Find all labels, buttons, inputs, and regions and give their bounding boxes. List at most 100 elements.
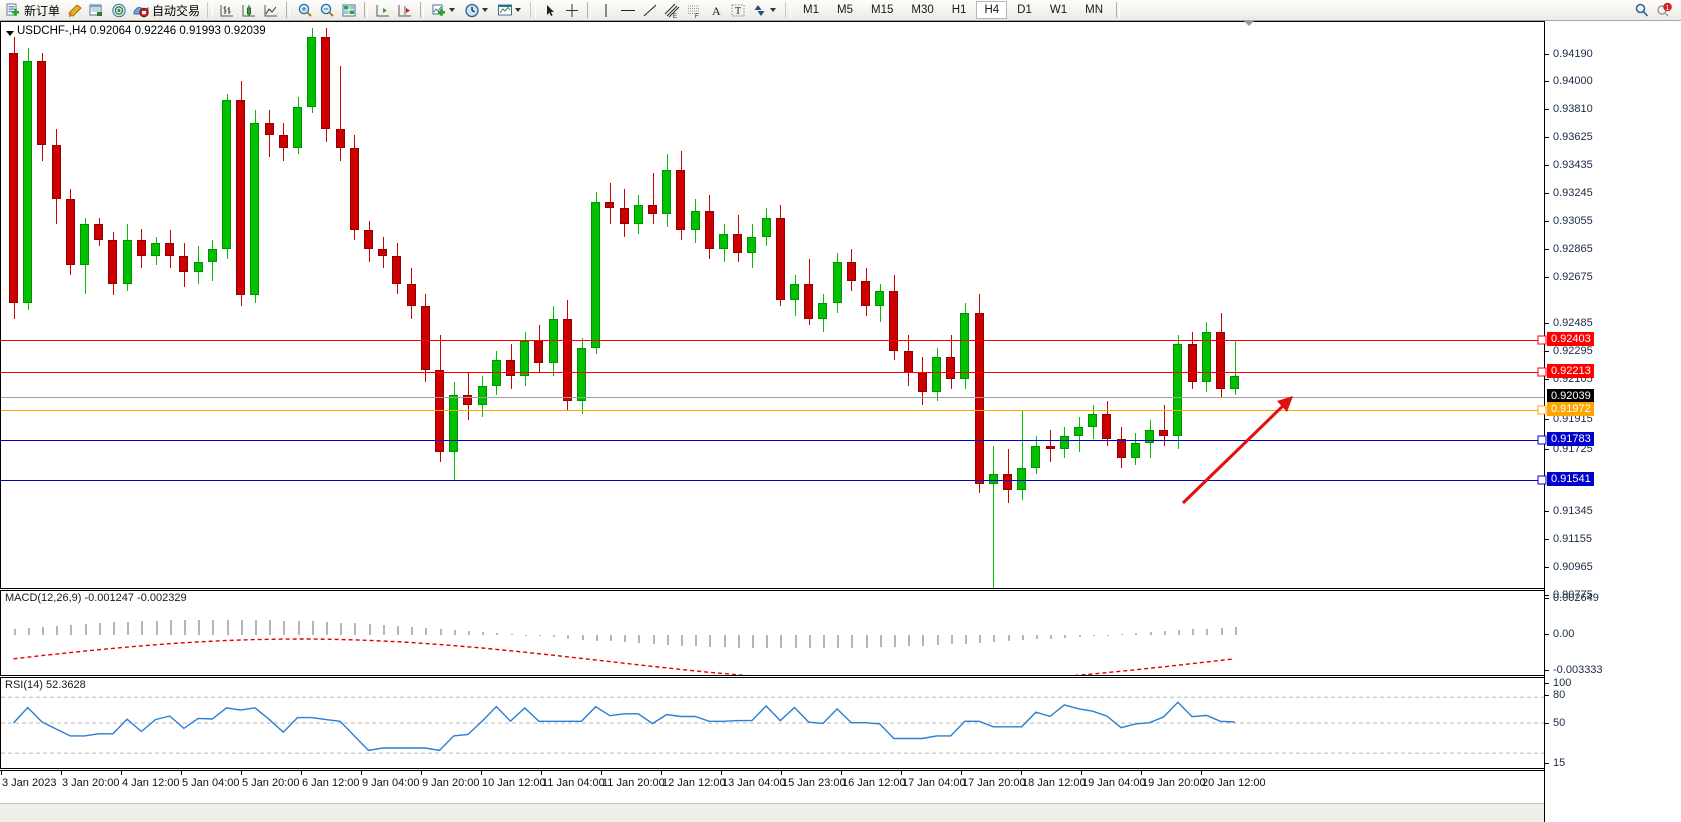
price-axis[interactable]: 0.94190 0.94000 0.93810 0.93625 0.93435 0.932… — [1544, 21, 1681, 822]
chart-canvas-area[interactable]: USDCHF-,H4 0.92064 0.92246 0.91993 0.920… — [0, 21, 1681, 822]
fibonacci-button[interactable]: F — [683, 1, 705, 20]
templates-button[interactable] — [494, 1, 527, 20]
pointer-icon — [541, 2, 559, 19]
macd-histogram-bar — [950, 635, 953, 645]
price-pane[interactable]: USDCHF-,H4 0.92064 0.92246 0.91993 0.920… — [0, 21, 1681, 589]
pivot-level-line[interactable] — [1, 410, 1544, 411]
macd-pane[interactable]: MACD(12,26,9) -0.001247 -0.002329 — [0, 590, 1681, 676]
support-level-2-line[interactable] — [1, 480, 1544, 481]
arrows-button[interactable] — [749, 1, 782, 20]
macd-histogram-bar — [368, 624, 371, 635]
alerts-button[interactable]: 1 — [1653, 1, 1675, 20]
timeframe-m1[interactable]: M1 — [803, 4, 820, 16]
timeframe-h1[interactable]: H1 — [951, 4, 967, 16]
timeframe-m30[interactable]: M30 — [911, 4, 934, 16]
support-level-1-handle[interactable] — [1537, 435, 1547, 445]
support-level-2-handle[interactable] — [1537, 475, 1547, 485]
candlestick-chart-button[interactable] — [238, 1, 260, 20]
candle-body — [1130, 442, 1140, 459]
candle-body — [165, 243, 175, 256]
price-tick: 0.90965 — [1545, 561, 1593, 573]
macd-histogram-bar — [1007, 635, 1010, 642]
resistance-level-2-handle[interactable] — [1537, 367, 1547, 377]
candle-body — [974, 312, 984, 484]
period-dropdown-arrow[interactable] — [482, 8, 489, 12]
line-chart-button[interactable] — [260, 1, 282, 20]
time-axis[interactable]: 3 Jan 2023 3 Jan 20:00 4 Jan 12:00 5 Jan 04… — [0, 770, 1544, 797]
toolbar-gripper-3[interactable] — [785, 2, 792, 18]
candle-wick — [1021, 410, 1023, 500]
candle-body — [591, 201, 601, 348]
autotrading-label: 自动交易 — [152, 3, 201, 18]
zoom-in-button[interactable] — [294, 1, 316, 20]
resistance-level-2-line[interactable] — [1, 372, 1544, 373]
svg-text:E: E — [673, 14, 677, 19]
vertical-line-button[interactable] — [595, 1, 617, 20]
toolbar-gripper-1[interactable] — [207, 2, 214, 18]
search-button[interactable] — [1631, 1, 1653, 20]
autotrading-button[interactable]: 自动交易 — [130, 1, 204, 20]
text-label-button[interactable]: A — [705, 1, 727, 20]
rsi-pane[interactable]: RSI(14) 52.3628 — [0, 677, 1681, 769]
macd-tick: -0.003333 — [1545, 664, 1603, 676]
pointer-button[interactable] — [539, 1, 561, 20]
timeframe-m15[interactable]: M15 — [871, 4, 894, 16]
pivot-level-handle[interactable] — [1537, 405, 1547, 415]
resistance-level-1-tag[interactable]: 0.92403 — [1547, 332, 1594, 346]
candle-body — [619, 208, 629, 224]
macd-histogram-bar — [1220, 627, 1223, 635]
candle-wick — [1163, 404, 1165, 446]
data-window-button[interactable] — [86, 1, 108, 20]
trend-arrow-annotation[interactable] — [1, 22, 1544, 589]
period-button[interactable] — [461, 1, 494, 20]
support-level-1-line[interactable] — [1, 440, 1544, 441]
candle-body — [307, 37, 317, 107]
macd-histogram-bar — [595, 635, 598, 641]
line-chart-icon — [262, 2, 280, 19]
arrows-dropdown-arrow[interactable] — [770, 8, 777, 12]
trendline-button[interactable] — [639, 1, 661, 20]
crayon-button[interactable] — [64, 1, 86, 20]
add-indicator-dropdown-arrow[interactable] — [449, 8, 456, 12]
grid-button[interactable] — [338, 1, 360, 20]
timeframe-mn[interactable]: MN — [1085, 4, 1103, 16]
timeframe-h4[interactable]: H4 — [976, 1, 1008, 19]
timeframe-m5[interactable]: M5 — [837, 4, 853, 16]
resistance-level-1-line[interactable] — [1, 340, 1544, 341]
time-tick: 15 Jan 23:00 — [781, 771, 846, 789]
timeframe-d1[interactable]: D1 — [1017, 4, 1032, 16]
resistance-level-2-tag[interactable]: 0.92213 — [1547, 364, 1594, 378]
data-window-icon — [88, 2, 106, 19]
candle-body — [804, 284, 814, 320]
candle-body — [818, 303, 828, 320]
current-price-line[interactable] — [1, 397, 1544, 398]
resistance-level-1-handle[interactable] — [1537, 335, 1547, 345]
pivot-level-tag[interactable]: 0.91972 — [1547, 402, 1594, 416]
support-level-2-tag[interactable]: 0.91541 — [1547, 472, 1594, 486]
add-indicator-button[interactable] — [428, 1, 461, 20]
toolbar-gripper-2[interactable] — [530, 2, 537, 18]
crosshair-button[interactable] — [561, 1, 583, 20]
equidistant-channel-button[interactable]: E — [661, 1, 683, 20]
templates-dropdown-arrow[interactable] — [515, 8, 522, 12]
chevron-down-icon[interactable] — [6, 31, 14, 36]
bar-chart-button[interactable] — [216, 1, 238, 20]
new-order-button[interactable]: 新订单 — [2, 1, 64, 20]
candle-body — [321, 37, 331, 129]
macd-histogram-bar — [1192, 629, 1195, 635]
current-price-tag[interactable]: 0.92039 — [1547, 389, 1594, 403]
macd-histogram-bar — [837, 635, 840, 649]
chart-shift-button[interactable] — [372, 1, 394, 20]
zoom-out-button[interactable] — [316, 1, 338, 20]
text-object-button[interactable]: T — [727, 1, 749, 20]
auto-scroll-button[interactable] — [394, 1, 416, 20]
timeframe-w1[interactable]: W1 — [1049, 4, 1068, 16]
macd-histogram-bar — [98, 623, 101, 635]
search-icon — [1633, 2, 1651, 19]
chart-scroll-marker[interactable] — [1244, 21, 1254, 26]
navigator-button[interactable] — [108, 1, 130, 20]
support-level-1-tag[interactable]: 0.91783 — [1547, 432, 1594, 446]
horizontal-line-button[interactable] — [617, 1, 639, 20]
macd-histogram-bar — [666, 635, 669, 645]
